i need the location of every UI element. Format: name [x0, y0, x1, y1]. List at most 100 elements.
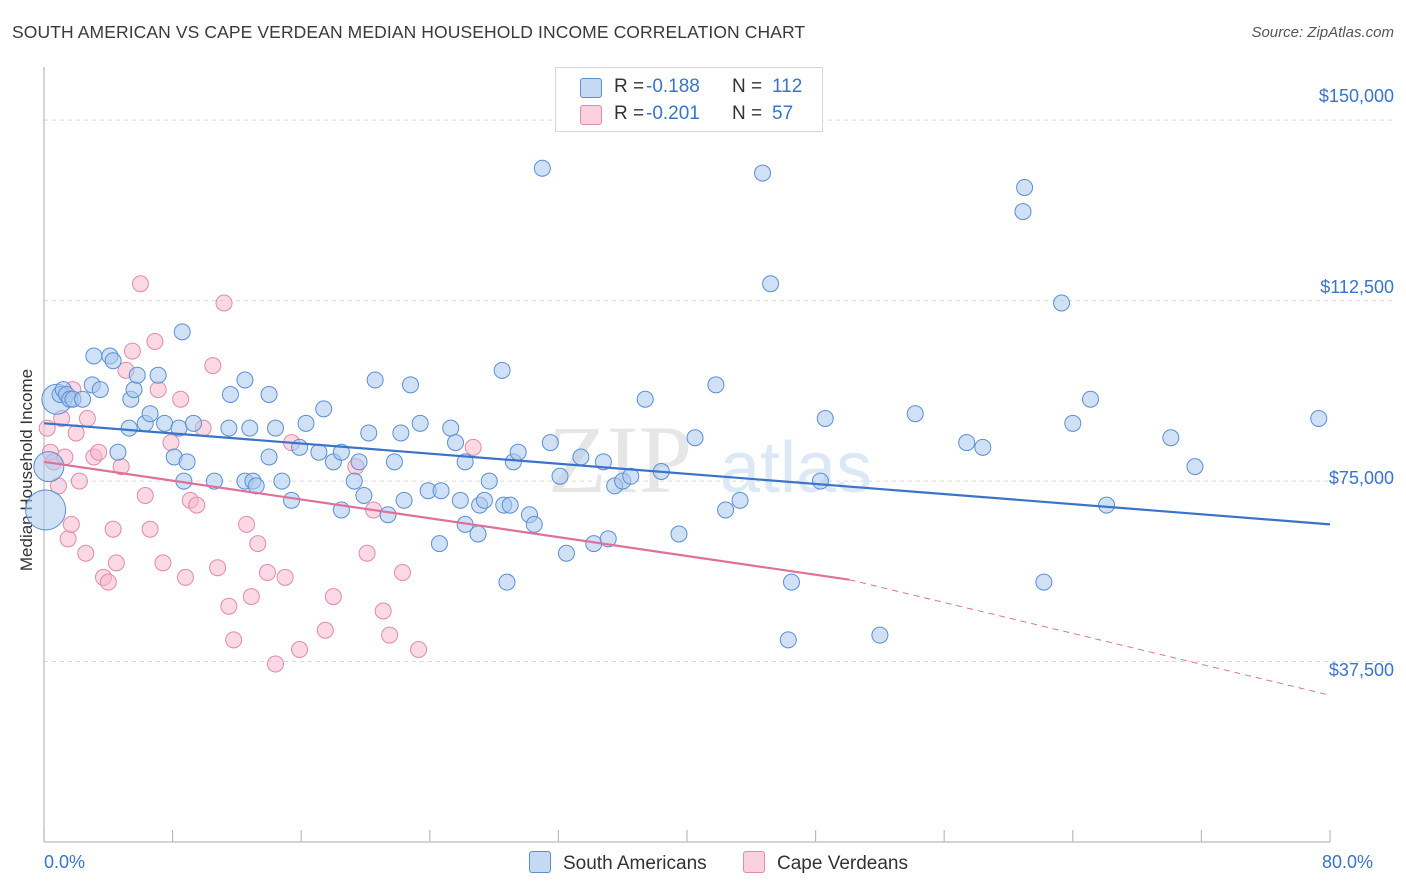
south-american-point — [1014, 203, 1032, 221]
legend-swatch-blue — [529, 851, 551, 873]
south-american-point — [525, 515, 543, 533]
south-american-point — [366, 371, 384, 389]
y-tick-label-150000: $150,000 — [1318, 86, 1394, 106]
south-american-point — [297, 414, 315, 432]
south-american-point — [811, 472, 829, 490]
y-tick-label-37500: $37,500 — [1328, 660, 1394, 680]
south-american-point — [572, 448, 590, 466]
south-american-point — [74, 390, 92, 408]
legend-cape-verdeans[interactable]: Cape Verdeans — [743, 851, 908, 877]
south-american-point — [1053, 294, 1071, 312]
n-value: 57 — [772, 103, 794, 124]
cape-verdean-point — [258, 564, 276, 581]
cape-verdean-point — [204, 357, 222, 375]
south-american-point — [782, 573, 800, 591]
cape-verdean-point — [104, 520, 122, 538]
south-american-point — [551, 467, 569, 485]
south-american-point — [1016, 179, 1034, 196]
south-american-point — [350, 453, 368, 471]
cape-verdean-point — [374, 602, 392, 620]
south-american-point — [469, 525, 487, 543]
cape-verdean-point — [77, 544, 95, 562]
south-american-point — [85, 347, 103, 365]
south-american-point — [220, 419, 238, 437]
y-tick-label-75000: $75,000 — [1328, 468, 1394, 488]
cape-verdean-points — [38, 275, 482, 673]
south-american-point — [1310, 410, 1328, 427]
south-american-point — [779, 631, 797, 649]
south-american-point — [622, 467, 640, 485]
south-american-point — [707, 376, 725, 394]
stats-swatch-blue — [580, 78, 602, 98]
cape-verdean-point — [324, 588, 342, 606]
south-american-point — [104, 352, 122, 370]
cape-verdean-point — [149, 381, 167, 399]
cape-verdean-point — [316, 621, 334, 639]
south-american-point — [360, 424, 378, 442]
cape-verdean-point — [358, 544, 376, 562]
south-american-point — [184, 414, 202, 432]
south-american-point — [291, 438, 309, 456]
r-value: -0.188 — [646, 76, 700, 97]
cape-verdean-point — [70, 472, 88, 490]
south-american-point — [731, 491, 749, 509]
south-american-point — [493, 361, 511, 379]
watermark-zip: ZIP — [548, 406, 692, 513]
n-label: N = — [732, 103, 763, 124]
chart-source: Source: ZipAtlas.com — [1251, 24, 1394, 41]
south-american-point — [430, 535, 448, 553]
south-american-point — [411, 414, 429, 432]
legend-south-americans[interactable]: South Americans — [529, 851, 707, 877]
south-american-point — [762, 275, 780, 293]
cape-verdean-point — [209, 559, 227, 577]
south-american-point — [906, 405, 924, 423]
south-american-point — [1081, 390, 1099, 408]
south-american-point — [395, 491, 413, 509]
south-american-point — [178, 453, 196, 471]
south-american-point — [447, 434, 465, 452]
south-american-point — [475, 491, 493, 509]
cape-verdean-point — [276, 568, 294, 586]
south-american-point — [501, 496, 519, 514]
south-american-point — [385, 453, 403, 471]
cape-verdean-point — [464, 438, 482, 456]
legend-swatch-pink — [743, 851, 765, 873]
south-american-point — [345, 472, 363, 490]
south-american-point — [236, 371, 254, 389]
correlation-stats-box: R = -0.188 N = 112 R = -0.201 N = 57 — [555, 67, 823, 132]
r-label: R = — [614, 103, 645, 124]
cape-verdean-point — [176, 568, 194, 586]
south-american-point — [260, 448, 278, 466]
cape-verdean-point — [141, 520, 159, 538]
south-american-point — [120, 419, 138, 437]
south-american-point — [717, 501, 735, 519]
south-american-point — [958, 434, 976, 452]
south-american-point — [156, 414, 174, 432]
south-american-point — [392, 424, 410, 442]
n-value: 112 — [772, 76, 803, 97]
south-american-point — [355, 487, 373, 504]
south-american-point — [533, 159, 551, 177]
cape-verdean-point — [136, 487, 154, 504]
cape-verdean-trend-line — [43, 460, 850, 581]
legend-label-south-americans: South Americans — [563, 853, 707, 874]
south-american-point — [128, 366, 146, 384]
south-american-point — [25, 489, 67, 531]
south-american-point — [686, 429, 704, 447]
south-american-point — [402, 376, 420, 394]
south-american-point — [509, 443, 527, 461]
cape-verdean-point — [172, 390, 190, 408]
south-american-point — [283, 491, 301, 509]
south-american-point — [260, 385, 278, 403]
south-american-point — [432, 482, 450, 500]
cape-verdean-point — [393, 564, 411, 581]
south-american-point — [557, 544, 575, 562]
south-american-point — [451, 491, 469, 509]
stats-swatch-pink — [580, 105, 602, 125]
r-label: R = — [614, 76, 645, 97]
south-american-point — [871, 626, 889, 644]
cape-verdean-point — [249, 535, 267, 553]
south-american-point — [754, 164, 772, 182]
south-american-point — [33, 451, 65, 483]
south-american-point — [816, 410, 834, 427]
